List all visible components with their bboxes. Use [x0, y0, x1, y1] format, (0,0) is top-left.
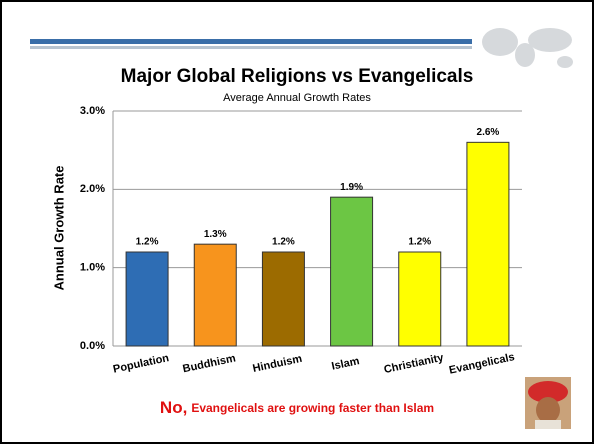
y-axis-label: Annual Growth Rate	[51, 166, 66, 291]
value-label: 1.9%	[340, 182, 363, 193]
annotation-lead: No,	[160, 398, 187, 417]
value-label: 2.6%	[477, 127, 500, 138]
header-rule-shadow	[30, 46, 472, 49]
x-tick-label: Islam	[331, 355, 361, 373]
value-label: 1.2%	[272, 237, 295, 248]
value-label: 1.2%	[408, 237, 431, 248]
world-map-icon	[482, 28, 573, 68]
value-label: 1.2%	[136, 237, 159, 248]
chart-title: Major Global Religions vs Evangelicals	[121, 66, 474, 87]
value-label: 1.3%	[204, 229, 227, 240]
portrait-photo	[525, 377, 571, 429]
y-tick-label: 0.0%	[80, 340, 105, 352]
annotation: No, Evangelicals are growing faster than …	[160, 398, 434, 417]
header-rule	[30, 39, 472, 44]
y-tick-label: 2.0%	[80, 183, 105, 195]
bar	[466, 141, 510, 347]
y-tick-label: 3.0%	[80, 105, 105, 117]
chart-subtitle: Average Annual Growth Rates	[223, 92, 371, 104]
bar	[193, 243, 237, 347]
y-tick-label: 1.0%	[80, 262, 105, 274]
bar	[398, 251, 442, 347]
bar	[330, 196, 374, 347]
annotation-text: Evangelicals are growing faster than Isl…	[191, 401, 434, 415]
bar	[261, 251, 305, 347]
bar	[125, 251, 169, 347]
